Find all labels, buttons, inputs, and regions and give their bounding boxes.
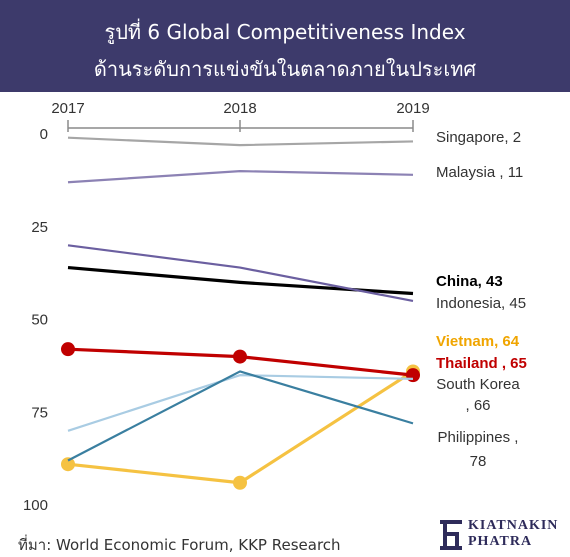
x-tick-label: 2019	[396, 100, 429, 117]
y-axis: 0 25 50 75 100	[23, 126, 48, 514]
x-axis: 2017 2018 2019	[51, 100, 430, 132]
series-labels: Singapore, 2 Malaysia , 11 China, 43 Indone…	[436, 129, 527, 470]
series-label-philippines: Philippines ,	[438, 429, 519, 446]
series-label-vietnam: Vietnam, 64	[436, 333, 520, 350]
title-banner: รูปที่ 6 Global Competitiveness Index ด้…	[0, 0, 570, 92]
series-label-malaysia: Malaysia , 11	[436, 164, 523, 181]
series-label-singapore: Singapore, 2	[436, 129, 521, 146]
series-label-south-korea: South Korea	[436, 376, 520, 393]
series-line-south-korea	[67, 374, 414, 432]
series-line-indonesia	[67, 244, 414, 303]
series-label-thailand: Thailand , 65	[436, 355, 527, 372]
logo-line-1: KIATNAKIN	[468, 518, 559, 533]
data-point-thailand	[406, 368, 420, 383]
logo-icon	[440, 520, 462, 550]
chart-subtitle: ด้านระดับการแข่งขันในตลาดภายในประเทศ	[93, 57, 477, 81]
chart-title: รูปที่ 6 Global Competitiveness Index	[104, 20, 466, 44]
line-chart: 2017 2018 2019 0 25 50 75 100 Singapore, 2 Mala…	[23, 100, 527, 514]
logo-text: KIATNAKIN PHATRA	[468, 518, 558, 550]
data-point-vietnam	[233, 475, 247, 490]
x-tick-label: 2018	[223, 100, 256, 117]
series-line-malaysia	[67, 169, 414, 184]
x-tick-label: 2017	[51, 100, 84, 117]
series-line-vietnam	[67, 370, 414, 485]
data-point-vietnam	[61, 457, 75, 472]
series-label-philippines: 78	[470, 453, 487, 470]
y-tick-label: 50	[31, 312, 48, 329]
logo-line-2: PHATRA	[468, 534, 533, 549]
y-tick-label: 0	[40, 126, 48, 143]
series-line-philippines	[67, 370, 414, 462]
source-note: ที่มา: World Economic Forum, KKP Researc…	[18, 536, 341, 554]
y-tick-label: 75	[31, 404, 48, 421]
series-label-south-korea: , 66	[465, 397, 490, 414]
series-line-singapore	[67, 136, 414, 147]
series-label-indonesia: Indonesia, 45	[436, 295, 526, 312]
series-line-china	[67, 265, 414, 296]
data-point-thailand	[61, 342, 75, 357]
series-label-china: China, 43	[436, 273, 503, 290]
y-tick-label: 25	[31, 219, 48, 236]
y-tick-label: 100	[23, 497, 48, 514]
brand-logo: KIATNAKIN PHATRA	[440, 516, 566, 554]
series-lines	[61, 136, 420, 490]
data-point-thailand	[233, 349, 247, 364]
